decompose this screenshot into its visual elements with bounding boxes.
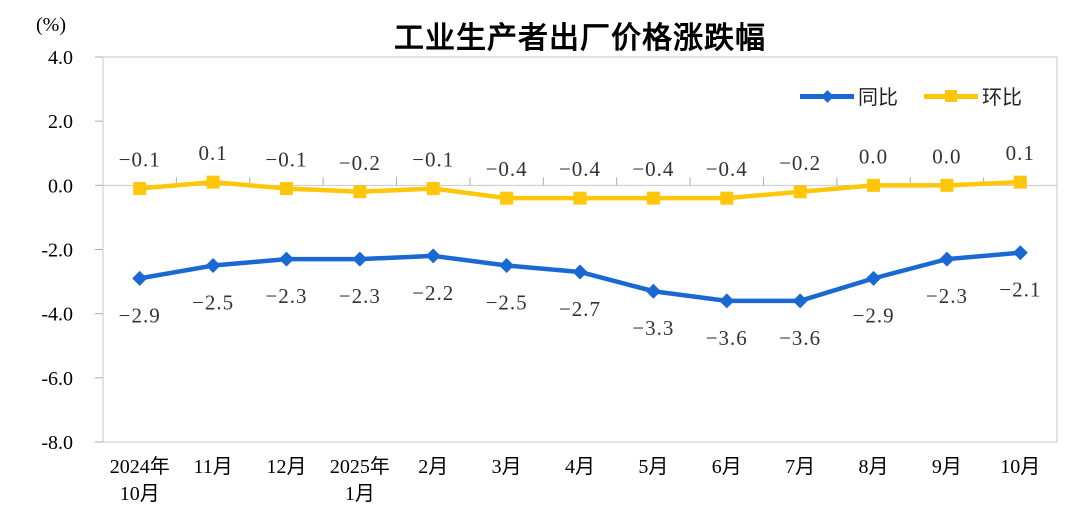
data-label-mom: −0.4 [632, 157, 674, 181]
legend-label-mom: 环比 [982, 87, 1022, 109]
x-axis-label: 2月 [418, 456, 448, 478]
x-axis-label: 5月 [638, 456, 668, 478]
y-axis-tick-label: 2.0 [48, 111, 73, 133]
marker-diamond-yoy [425, 248, 441, 264]
x-axis-label: 1月 [345, 483, 375, 505]
marker-square-mom [500, 191, 514, 205]
data-label-mom: −0.1 [412, 148, 454, 172]
marker-square-mom [353, 185, 367, 199]
x-axis-label: 4月 [565, 456, 595, 478]
data-label-mom: −0.2 [339, 151, 381, 175]
marker-diamond-yoy [352, 251, 368, 267]
legend-item-yoy: 同比 [800, 81, 898, 110]
legend: 同比 环比 [800, 81, 1022, 110]
marker-diamond-yoy [719, 293, 735, 309]
data-label-yoy: −3.6 [706, 326, 748, 350]
marker-diamond-yoy [1012, 245, 1028, 261]
data-label-mom: 0.0 [859, 144, 888, 168]
x-axis-label: 6月 [712, 456, 742, 478]
marker-diamond-yoy [866, 270, 882, 286]
marker-diamond-yoy [278, 251, 294, 267]
x-axis-label: 2024年 [110, 455, 170, 478]
marker-square-mom [646, 191, 660, 205]
x-axis-label: 8月 [859, 456, 889, 478]
marker-diamond-yoy [792, 293, 808, 309]
data-label-yoy: −2.3 [339, 284, 381, 308]
x-axis-label: 11月 [193, 456, 232, 478]
x-axis-label: 9月 [932, 456, 962, 478]
data-label-mom: −0.4 [706, 157, 748, 181]
marker-diamond-yoy [499, 258, 515, 274]
y-axis-tick-label: 4.0 [48, 47, 73, 69]
x-axis-label: 7月 [785, 456, 815, 478]
marker-square-mom [206, 175, 220, 189]
data-label-yoy: −3.6 [779, 326, 821, 350]
data-label-yoy: −2.9 [119, 303, 161, 327]
marker-square-mom [279, 182, 293, 196]
y-axis-tick-label: 0.0 [48, 175, 73, 197]
legend-item-mom: 环比 [924, 81, 1022, 110]
marker-square-mom [940, 178, 954, 192]
data-label-mom: −0.4 [559, 157, 601, 181]
data-label-mom: 0.1 [198, 141, 227, 165]
data-label-yoy: −3.3 [632, 316, 674, 340]
data-label-yoy: −2.5 [192, 291, 234, 315]
data-label-mom: −0.4 [486, 157, 528, 181]
marker-square-mom [573, 191, 587, 205]
y-axis-tick-label: -4.0 [41, 304, 73, 326]
x-axis-label: 3月 [492, 456, 522, 478]
data-label-mom: −0.1 [265, 148, 307, 172]
data-label-yoy: −2.2 [412, 281, 454, 305]
y-axis-tick-label: -8.0 [41, 432, 73, 454]
x-axis-label: 10月 [1000, 456, 1040, 478]
x-axis-label: 2025年 [330, 455, 390, 478]
chart-title: 工业生产者出厂价格涨跌幅 [394, 22, 766, 55]
data-label-yoy: −2.5 [486, 291, 528, 315]
data-label-yoy: −2.1 [999, 278, 1041, 302]
marker-square-mom [426, 182, 440, 196]
legend-line-diamond-icon [800, 88, 854, 104]
marker-diamond-yoy [205, 258, 221, 274]
marker-square-mom [133, 182, 147, 196]
marker-diamond-yoy [939, 251, 955, 267]
data-label-mom: −0.1 [119, 148, 161, 172]
x-axis-label: 12月 [266, 456, 306, 478]
plot-border [102, 56, 1058, 443]
y-axis-tick-label: -2.0 [41, 240, 73, 262]
legend-line-square-icon [924, 88, 978, 104]
data-label-mom: −0.2 [779, 151, 821, 175]
data-label-yoy: −2.3 [265, 284, 307, 308]
y-axis-unit-label: (%) [36, 14, 66, 36]
data-label-mom: 0.0 [932, 144, 961, 168]
marker-diamond-yoy [132, 270, 148, 286]
marker-square-mom [720, 191, 734, 205]
marker-square-mom [1013, 175, 1027, 189]
y-axis-tick-label: -6.0 [41, 368, 73, 390]
marker-square-mom [867, 178, 881, 192]
data-label-yoy: −2.3 [926, 284, 968, 308]
data-label-yoy: −2.9 [852, 303, 894, 327]
marker-diamond-yoy [645, 283, 661, 299]
marker-diamond-yoy [572, 264, 588, 280]
x-axis-label: 10月 [120, 483, 160, 505]
data-label-mom: 0.1 [1006, 141, 1035, 165]
legend-label-yoy: 同比 [858, 87, 898, 109]
marker-square-mom [793, 185, 807, 199]
data-label-yoy: −2.7 [559, 297, 601, 321]
